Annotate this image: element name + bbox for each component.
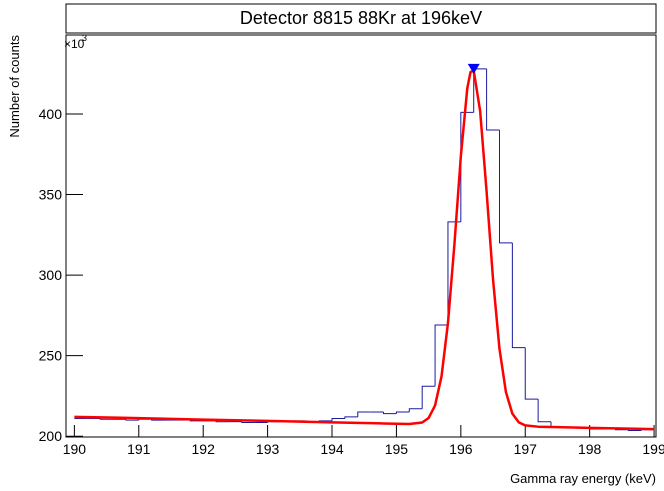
histogram-bin [344, 416, 358, 419]
peak-marker [467, 63, 480, 74]
x-tick-label: 191 [127, 441, 151, 457]
histogram-bin [434, 324, 448, 387]
histogram-bin [460, 111, 474, 222]
histogram-bin [537, 399, 552, 423]
x-tick-label: 192 [192, 441, 216, 457]
x-tick-label: 194 [320, 441, 344, 457]
histogram-bin [511, 242, 526, 349]
histogram-bin [498, 130, 513, 244]
y-tick-label: 300 [39, 267, 63, 283]
x-tick-label: 195 [385, 441, 409, 457]
y-axis-label: Number of counts [7, 35, 22, 138]
chart-title: Detector 8815 88Kr at 196keV [240, 8, 482, 28]
x-tick-label: 196 [449, 441, 473, 457]
histogram-bin [357, 411, 371, 417]
histogram-bin [99, 418, 114, 420]
histogram-bin [408, 408, 423, 413]
y-tick-label: 400 [39, 106, 63, 122]
y-exponent: 3 [82, 33, 87, 43]
histogram-bin [125, 419, 139, 421]
histogram-bin [395, 411, 410, 414]
histogram-bin [486, 68, 500, 131]
plot-frame [65, 34, 657, 438]
y-tick-label: 250 [39, 348, 63, 364]
x-tick-label: 198 [578, 441, 602, 457]
histogram-bin [241, 421, 255, 423]
x-tick-label: 197 [514, 441, 538, 457]
histogram-bin [215, 420, 229, 423]
histogram-bin [421, 385, 436, 409]
x-tick-label: 190 [63, 441, 87, 457]
histogram-bin [550, 421, 564, 428]
y-tick-label: 200 [39, 428, 63, 444]
x-tick-label: 199 [642, 441, 664, 457]
histogram-bin [331, 417, 345, 421]
fit-curve [74, 69, 655, 431]
x-axis-label: Gamma ray energy (keV) [510, 471, 656, 486]
histogram-bin [524, 347, 539, 400]
y-tick-label: 350 [39, 187, 63, 203]
y-multiplier: ×10 [64, 37, 85, 51]
histogram-bin [383, 412, 397, 415]
histogram-bin [627, 429, 642, 432]
x-tick-label: 193 [256, 441, 280, 457]
title-box [65, 3, 657, 34]
